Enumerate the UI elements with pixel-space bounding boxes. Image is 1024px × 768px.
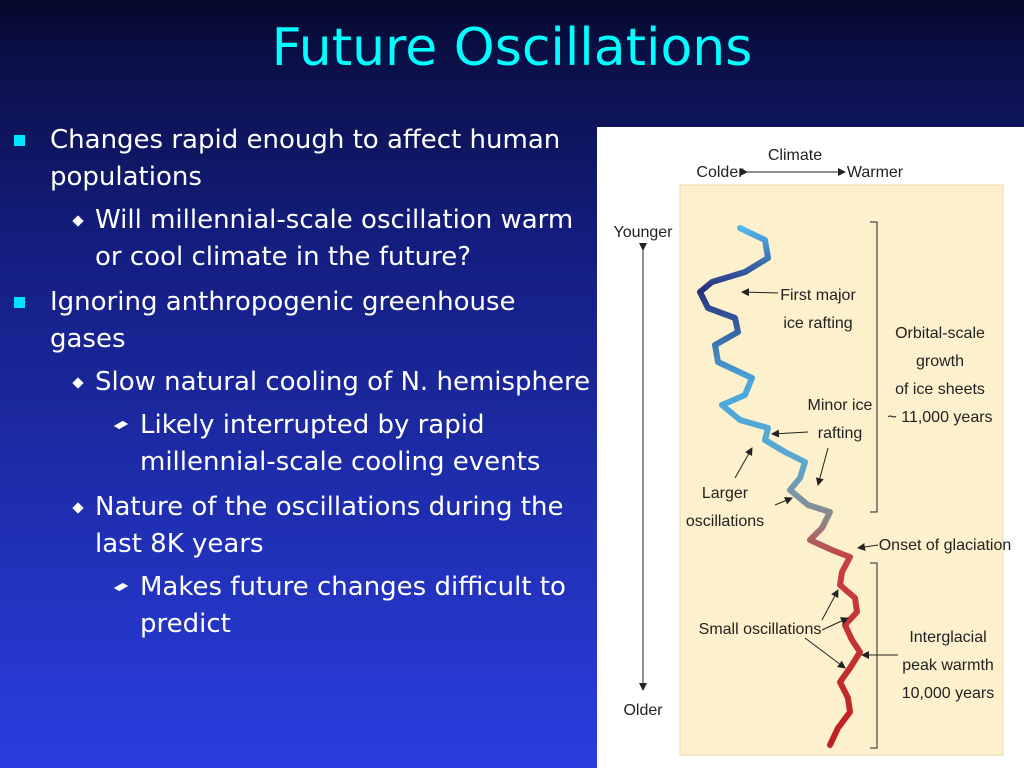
bullet-list: Changes rapid enough to affect human pop… — [0, 122, 592, 651]
slide-title: Future Oscillations — [271, 18, 753, 78]
bullet: Makes future changes difficult to predic… — [95, 569, 592, 643]
figure-label: Orbital-scale — [895, 325, 985, 342]
figure-label: First major — [780, 287, 856, 304]
figure-label: ice rafting — [783, 315, 852, 332]
figure-label: peak warmth — [902, 657, 994, 674]
figure-label: Larger — [702, 485, 749, 502]
bullet-text: Slow natural cooling of N. hemisphere — [95, 367, 591, 397]
bullet-text: Makes future changes difficult to predic… — [140, 572, 566, 639]
bullet: Ignoring anthropogenic greenhouse gases … — [0, 284, 592, 643]
figure-panel — [679, 184, 1004, 756]
figure-label: oscillations — [686, 513, 764, 530]
figure-label: Warmer — [847, 164, 904, 181]
climate-figure: Climate Colder Warmer Younger Older Firs… — [597, 127, 1024, 768]
figure-label: Minor ice — [808, 397, 873, 414]
bullet-marker — [113, 582, 129, 592]
figure-label: rafting — [818, 425, 862, 442]
bullet-marker — [72, 215, 84, 227]
bullet-text: Likely interrupted by rapid millennial-s… — [140, 410, 541, 477]
bullet-text: Ignoring anthropogenic greenhouse gases — [50, 287, 516, 354]
bullet-text: Changes rapid enough to affect human pop… — [50, 125, 561, 192]
figure-label: Climate — [768, 147, 822, 164]
bullet: Slow natural cooling of N. hemisphere Li… — [50, 364, 592, 481]
figure-label: Small oscillations — [699, 621, 822, 638]
bullet: Changes rapid enough to affect human pop… — [0, 122, 592, 276]
bullet: Nature of the oscillations during the la… — [50, 489, 592, 643]
figure-label: Colder — [696, 164, 744, 181]
figure-label: Interglacial — [909, 629, 986, 646]
annotation-arrows — [734, 288, 898, 669]
bullet-text: Nature of the oscillations during the la… — [95, 492, 564, 559]
figure-label: 10,000 years — [902, 685, 995, 702]
climate-curve — [697, 225, 863, 748]
figure-label: Onset of glaciation — [879, 537, 1012, 554]
figure-label: Younger — [613, 224, 673, 241]
figure-label: of ice sheets — [895, 381, 985, 398]
bullet-marker — [14, 297, 25, 308]
figure-label: growth — [916, 353, 964, 370]
bullet: Likely interrupted by rapid millennial-s… — [95, 407, 592, 481]
figure-label: Older — [623, 702, 663, 719]
bullet-text: Will millennial-scale oscillation warm o… — [95, 205, 574, 272]
bullet: Will millennial-scale oscillation warm o… — [50, 202, 592, 276]
bullet-marker — [14, 135, 25, 146]
bullet-marker — [72, 377, 84, 389]
bullet-marker — [72, 502, 84, 514]
figure-label: ~ 11,000 years — [887, 409, 992, 426]
bullet-marker — [113, 420, 129, 430]
